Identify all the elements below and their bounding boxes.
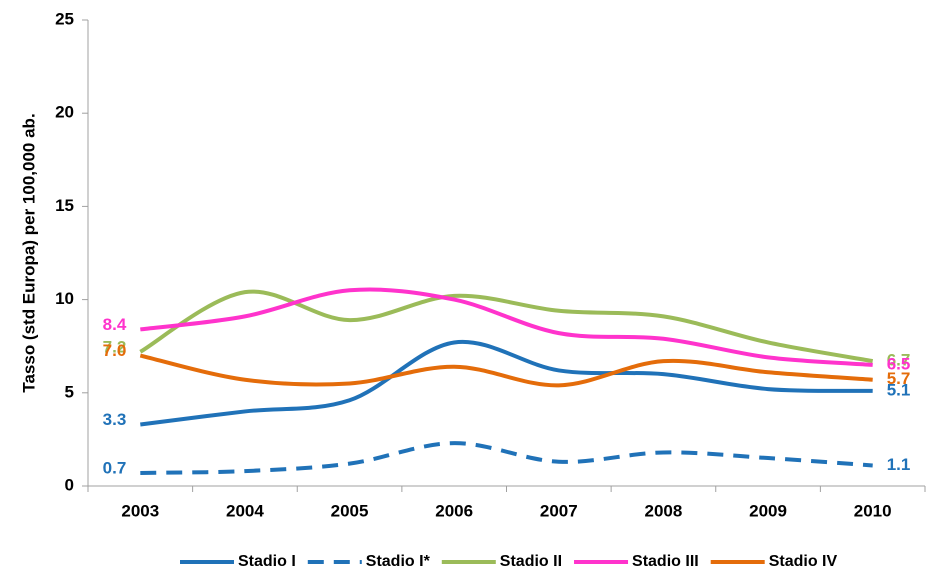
data-label: 0.7 xyxy=(103,458,127,477)
y-tick-label: 5 xyxy=(65,382,74,401)
series-line xyxy=(139,353,873,388)
series-line xyxy=(139,289,874,364)
series-line xyxy=(140,287,873,367)
y-axis-title: Tasso (std Europa) per 100,000 ab. xyxy=(19,113,38,392)
y-tick-label: 15 xyxy=(55,196,74,215)
y-tick-label: 0 xyxy=(65,475,74,494)
data-label: 7.2 xyxy=(103,337,127,356)
x-tick-label: 2007 xyxy=(540,501,578,520)
x-tick-label: 2003 xyxy=(121,501,159,520)
data-label: 3.3 xyxy=(103,410,127,429)
legend-label: Stadio II xyxy=(500,553,562,570)
series-line xyxy=(140,339,873,427)
legend-label: Stadio I* xyxy=(366,553,431,570)
data-label: 5.7 xyxy=(887,369,911,388)
data-label: 1.1 xyxy=(887,455,911,474)
data-label: 6.5 xyxy=(887,354,911,373)
legend-label: Stadio IV xyxy=(769,553,838,570)
y-tick-label: 25 xyxy=(55,9,74,28)
legend-label: Stadio I xyxy=(238,553,296,570)
x-tick-label: 2006 xyxy=(435,501,473,520)
data-label: 7.0 xyxy=(103,341,127,360)
x-tick-label: 2004 xyxy=(226,501,264,520)
series-line xyxy=(140,441,873,475)
data-label: 5.1 xyxy=(887,380,911,399)
legend-label: Stadio III xyxy=(632,553,699,570)
data-label: 6.7 xyxy=(887,351,911,370)
x-tick-label: 2008 xyxy=(645,501,683,520)
y-tick-label: 10 xyxy=(55,289,74,308)
x-tick-label: 2005 xyxy=(331,501,369,520)
x-tick-label: 2009 xyxy=(749,501,787,520)
data-label: 8.4 xyxy=(103,315,127,334)
x-tick-label: 2010 xyxy=(854,501,892,520)
y-tick-label: 20 xyxy=(55,103,74,122)
